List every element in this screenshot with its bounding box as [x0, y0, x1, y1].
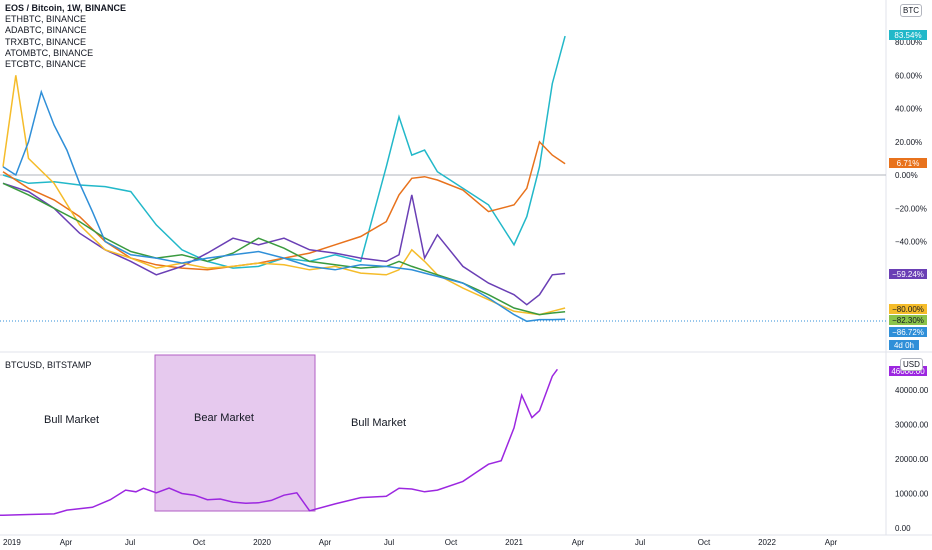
x-tick-label: Apr — [572, 538, 585, 547]
x-tick-label: Oct — [445, 538, 458, 547]
last-value-badge — [889, 315, 927, 325]
countdown-text: 4d 0h — [894, 341, 914, 350]
y-tick-label: 20000.00 — [895, 455, 929, 464]
btc-series-line — [0, 368, 559, 517]
y-tick-label: 40.00% — [895, 105, 922, 114]
time-axis: 2019 Apr Jul Oct 2020 Apr Jul Oct 2021 Apr Jul Oct 2… — [3, 538, 838, 547]
last-value-text: −82.30% — [892, 316, 924, 325]
x-tick-label: Oct — [698, 538, 711, 547]
x-tick-label: Apr — [825, 538, 838, 547]
main-symbol-title[interactable]: EOS / Bitcoin, 1W, BINANCE — [5, 3, 127, 13]
y-tick-label: 40000.00 — [895, 386, 929, 395]
overlay-trxbtc[interactable]: TRXBTC, BINANCE — [5, 36, 87, 47]
y-tick-label: 20.00% — [895, 138, 922, 147]
etc-series-line — [2, 182, 566, 316]
y-tick-label: 0.00 — [895, 524, 911, 533]
x-tick-label: Jul — [635, 538, 645, 547]
bottom-y-axis: 40000.00 30000.00 20000.00 10000.00 0.00 — [895, 386, 929, 533]
last-value-text: −59.24% — [892, 270, 924, 279]
last-value-text: 83.54% — [894, 31, 921, 40]
bottom-series-group — [0, 368, 559, 517]
bear-market-label: Bear Market — [194, 412, 254, 424]
y-tick-label: 0.00% — [895, 171, 918, 180]
overlay-adabtc[interactable]: ADABTC, BINANCE — [5, 25, 87, 36]
currency-btc-button[interactable]: BTC — [900, 4, 922, 17]
last-value-badge — [889, 304, 927, 314]
trx-series-line — [2, 182, 566, 306]
last-value-text: 6.71% — [897, 159, 920, 168]
x-tick-label: 2020 — [253, 538, 271, 547]
x-tick-label: Jul — [125, 538, 135, 547]
x-tick-label: Apr — [60, 538, 73, 547]
x-tick-label: Apr — [319, 538, 332, 547]
x-tick-label: Oct — [193, 538, 206, 547]
x-tick-label: 2021 — [505, 538, 523, 547]
y-tick-label: 30000.00 — [895, 421, 929, 430]
y-tick-label: 80.00% — [895, 38, 922, 47]
last-value-badge — [889, 158, 927, 168]
top-series-group — [2, 35, 566, 323]
last-value-text: −80.00% — [892, 305, 924, 314]
bear-market-band — [154, 354, 316, 512]
overlay-ethbtc[interactable]: ETHBTC, BINANCE — [5, 14, 87, 25]
last-value-badge — [889, 269, 927, 279]
top-legend: EOS / Bitcoin, 1W, BINANCE ETHBTC, BINAN… — [5, 3, 126, 70]
overlay-etcbtc[interactable]: ETCBTC, BINANCE — [5, 59, 87, 70]
overlay-atombtc[interactable]: ATOMBTC, BINANCE — [5, 47, 94, 58]
x-tick-label: 2019 — [3, 538, 21, 547]
x-tick-label: Jul — [384, 538, 394, 547]
last-value-badge — [889, 30, 927, 40]
y-tick-label: 60.00% — [895, 71, 922, 80]
bull-market-right-label: Bull Market — [351, 417, 406, 429]
countdown-badge — [889, 340, 919, 350]
bull-market-left-label: Bull Market — [44, 414, 99, 426]
blue-series-line — [2, 89, 566, 323]
eth-series-line — [2, 35, 566, 269]
x-tick-label: 2022 — [758, 538, 776, 547]
last-value-labels: 83.54% 6.71% −59.24% −80.00% −82.30% −86.72% 4… — [889, 30, 927, 376]
currency-usd-button[interactable]: USD — [900, 358, 923, 371]
last-value-badge — [889, 327, 927, 337]
btc-last-value-text: 46000.00 — [891, 367, 925, 376]
y-tick-label: −20.00% — [895, 204, 927, 213]
atom-series-line — [2, 75, 566, 316]
btcusd-title[interactable]: BTCUSD, BITSTAMP — [5, 360, 92, 370]
last-value-text: −86.72% — [892, 328, 924, 337]
bottom-legend: BTCUSD, BITSTAMP — [5, 360, 91, 371]
ada-series-line — [2, 140, 566, 271]
y-tick-label: 10000.00 — [895, 490, 929, 499]
btc-last-value-badge — [889, 366, 927, 376]
y-tick-label: −40.00% — [895, 238, 927, 247]
